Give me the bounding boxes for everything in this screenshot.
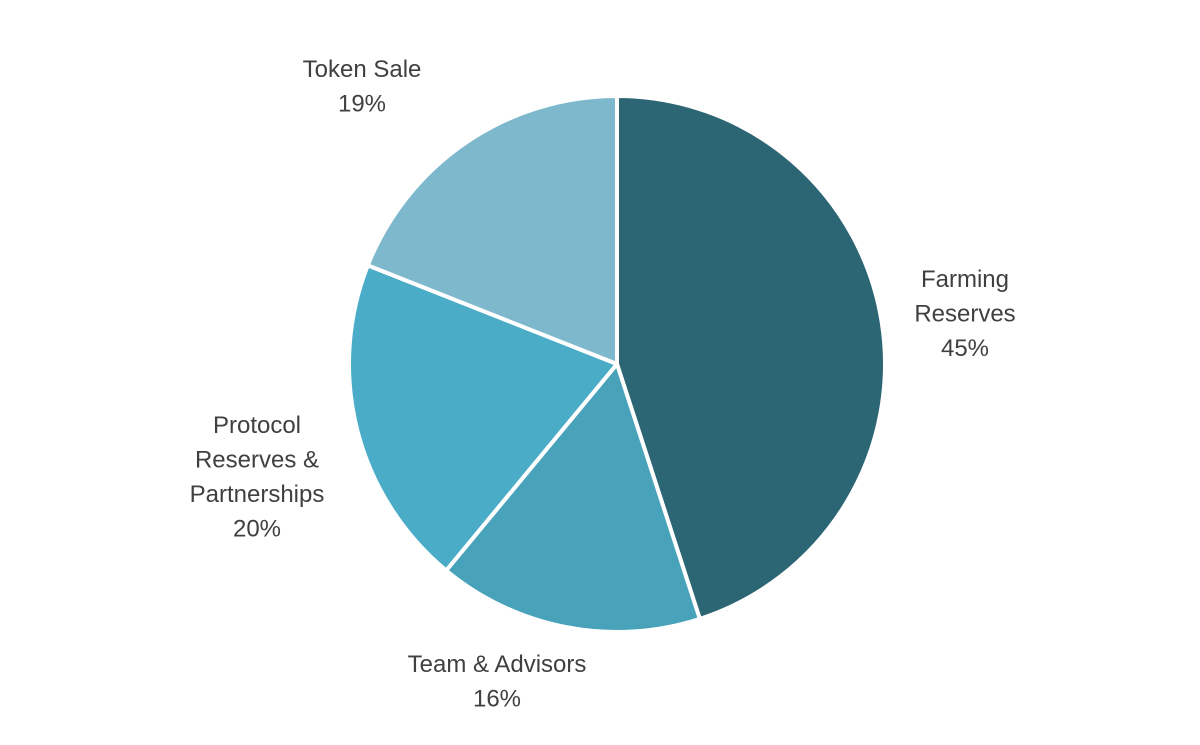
pie-slice-protocol-reserves-partnerships xyxy=(347,263,619,573)
slice-name-line: Team & Advisors xyxy=(408,651,587,678)
pie-slice-team-advisors xyxy=(444,362,702,634)
slice-name-line: Farming xyxy=(921,266,1009,293)
slice-value-label: 19% xyxy=(338,91,386,118)
slice-value-label: 16% xyxy=(473,686,521,713)
pie-labels: Farming Reserves 45% Team & Advisors 16% Prot… xyxy=(190,56,1016,713)
slice-name-line: Reserves xyxy=(914,301,1015,328)
slice-label-farming-reserves: Farming Reserves 45% xyxy=(914,266,1015,362)
pie-slice-farming-reserves xyxy=(615,94,887,621)
slice-value-label: 45% xyxy=(941,335,989,362)
slice-label-team-advisors: Team & Advisors 16% xyxy=(408,651,587,713)
slice-value-label: 20% xyxy=(233,516,281,543)
slice-name-line: Reserves & xyxy=(195,447,319,474)
slice-name-line: Partnerships xyxy=(190,481,325,508)
slice-name-line: Token Sale xyxy=(303,56,422,83)
slice-name-line: Protocol xyxy=(213,412,301,439)
pie-slices xyxy=(347,94,887,634)
pie-slice-token-sale xyxy=(365,94,619,366)
slice-label-protocol-reserves-partnerships: Protocol Reserves & Partnerships 20% xyxy=(190,412,325,543)
slice-label-token-sale: Token Sale 19% xyxy=(303,56,422,118)
